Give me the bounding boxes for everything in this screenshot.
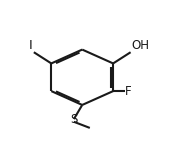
Text: F: F — [125, 85, 132, 98]
Text: OH: OH — [131, 39, 149, 52]
Text: S: S — [70, 113, 78, 126]
Text: I: I — [29, 39, 33, 52]
